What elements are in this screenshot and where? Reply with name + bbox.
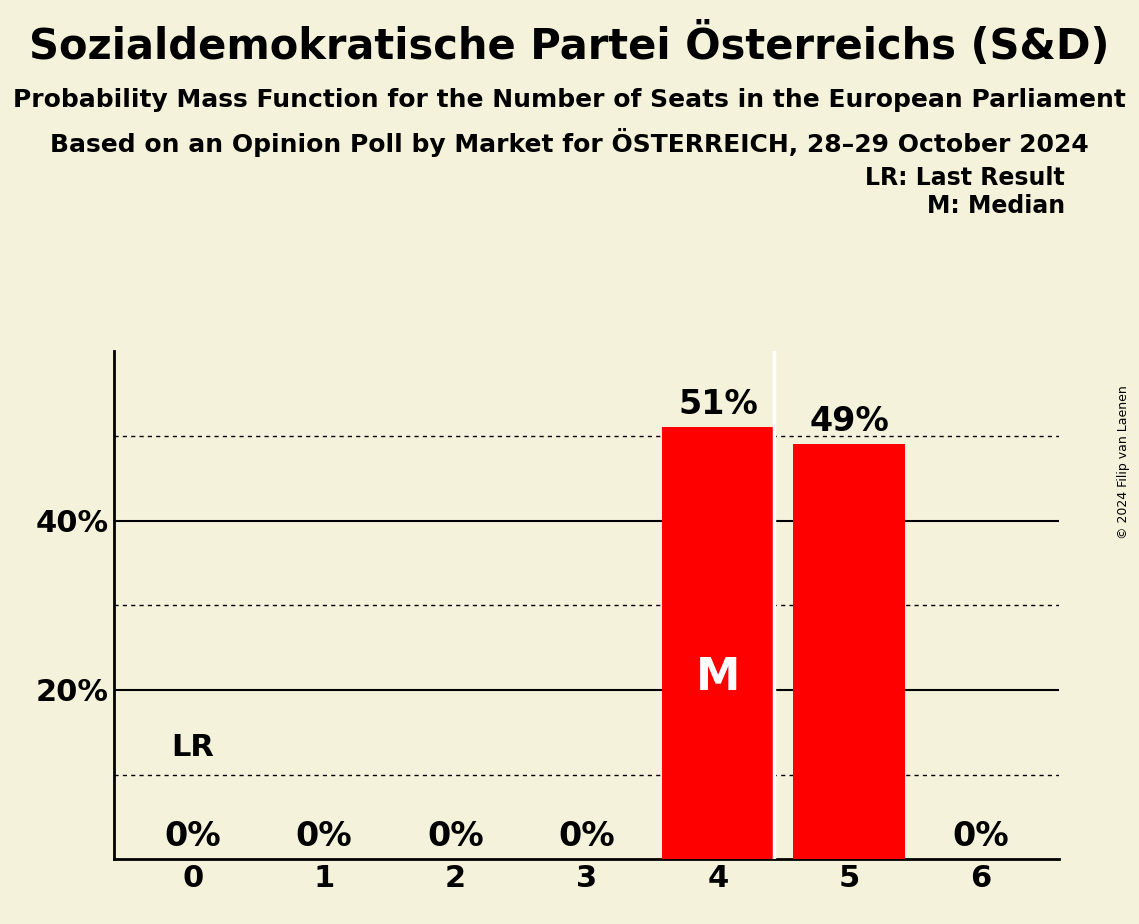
Bar — [794, 444, 906, 859]
Bar — [662, 427, 773, 859]
Text: 0%: 0% — [427, 820, 484, 853]
Text: LR: Last Result: LR: Last Result — [866, 166, 1065, 190]
Text: 0%: 0% — [164, 820, 221, 853]
Text: LR: LR — [171, 733, 214, 762]
Text: Based on an Opinion Poll by Market for ÖSTERREICH, 28–29 October 2024: Based on an Opinion Poll by Market for Ö… — [50, 128, 1089, 156]
Text: M: Median: M: Median — [927, 194, 1065, 218]
Text: 51%: 51% — [678, 387, 757, 420]
Text: 0%: 0% — [296, 820, 352, 853]
Text: © 2024 Filip van Laenen: © 2024 Filip van Laenen — [1117, 385, 1130, 539]
Text: 0%: 0% — [558, 820, 615, 853]
Text: 49%: 49% — [810, 405, 890, 437]
Text: M: M — [696, 656, 740, 699]
Text: Probability Mass Function for the Number of Seats in the European Parliament: Probability Mass Function for the Number… — [13, 88, 1126, 112]
Text: Sozialdemokratische Partei Österreichs (S&D): Sozialdemokratische Partei Österreichs (… — [30, 23, 1109, 68]
Text: 0%: 0% — [952, 820, 1009, 853]
